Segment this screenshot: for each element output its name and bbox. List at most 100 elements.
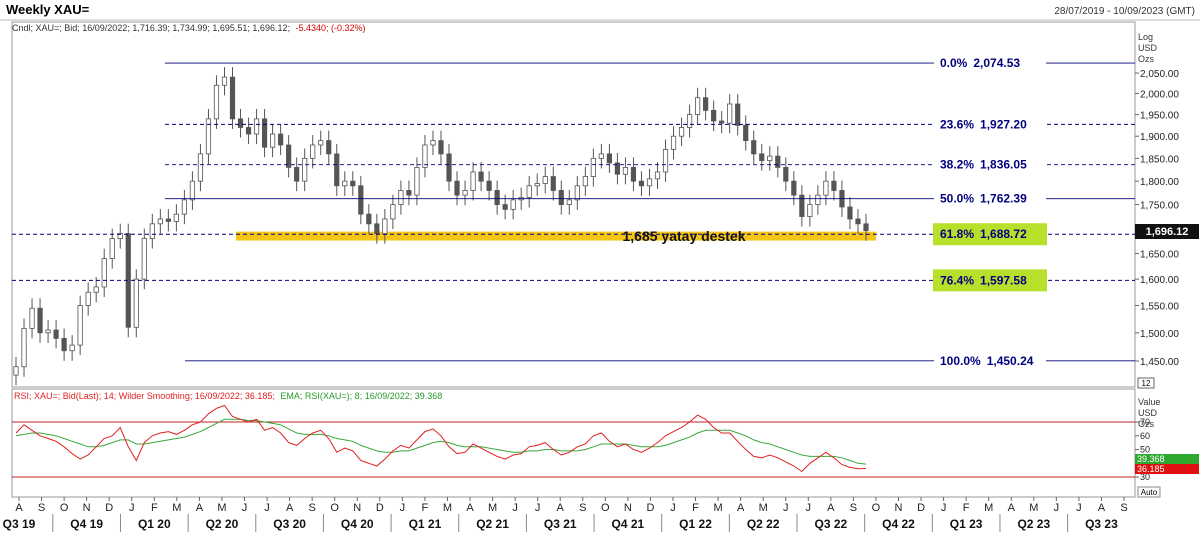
price-tick-label: 1,850.00 [1140,154,1179,165]
month-label: A [1008,502,1016,514]
candle-body [61,337,67,352]
candle-body [606,153,612,164]
price-tick-label: 1,750.00 [1140,201,1179,212]
candle-body [197,153,204,182]
candle-body [566,199,572,205]
month-label: M [1029,502,1038,514]
quarter-label: Q2 23 [1017,517,1050,531]
month-label: F [692,502,699,514]
candle-body [486,180,492,191]
month-label: M [172,502,181,514]
quarter-label: Q3 21 [544,517,577,531]
fib-label-bg [934,55,1046,71]
price-legend: Cndl; XAU=; Bid; 16/09/2022; 1,716.39; 1… [12,23,366,33]
candle-body [294,167,300,182]
month-label: D [646,502,654,514]
candle-body [37,307,43,334]
month-label: A [466,502,474,514]
fib-label: 61.8% 1,688.72 [940,227,1027,241]
rsi-legend-text: RSI; XAU=; Bid(Last); 14; Wilder Smoothi… [14,391,275,401]
candle-body [390,204,396,220]
candle-body [510,199,516,210]
quarter-label: Q4 20 [341,517,374,531]
rsi-unit-value: Value [1138,397,1160,407]
price-tick-label: 2,000.00 [1140,90,1179,101]
candle-body [157,218,163,225]
auto-scale-button[interactable] [1137,486,1161,498]
candle-body [686,114,693,128]
candle-body [205,118,212,155]
price-tick-label: 2,050.00 [1140,69,1179,80]
fib-value: 2,074.53 [973,56,1020,70]
rsi-value-label: 36.185 [1137,464,1165,474]
candle-body [229,76,236,120]
quarter-label: Q1 20 [138,517,171,531]
candle-body [302,157,308,182]
last-price-label: 1,696.12 [1146,226,1189,238]
rsi-unit-ozs: Ozs [1138,419,1155,429]
fib-pct: 0.0% [940,56,968,70]
month-label: J [806,502,812,514]
candle-body [446,153,452,182]
month-label: D [105,502,113,514]
price-tick-label: 1,500.00 [1140,329,1179,340]
fib-pct: 76.4% [940,273,974,287]
quarter-label: Q3 23 [1085,517,1118,531]
quarter-label: Q3 22 [814,517,847,531]
candle-body [45,329,51,334]
candle-body [550,176,556,191]
candle-body [253,118,260,135]
candle-body [831,180,837,191]
candle-body [478,171,484,182]
candle-body [278,133,284,146]
month-label: N [83,502,91,514]
candle-body [719,120,725,124]
rsi-tick-label: 30 [1140,472,1150,482]
quarter-label: Q2 22 [747,517,780,531]
candle-body [703,97,709,111]
fib-pct: 61.8% [940,227,974,241]
candle-body [815,194,821,205]
candle-body [29,307,35,329]
candle-body [855,218,861,225]
candle-body [775,155,781,168]
month-label: D [917,502,925,514]
candle-body [374,223,380,235]
rsi-legend: RSI; XAU=; Bid(Last); 14; Wilder Smoothi… [14,391,442,401]
quarter-label: Q1 22 [679,517,712,531]
month-label: M [488,502,497,514]
month-label: F [963,502,970,514]
month-label: J [535,502,541,514]
candle-body [406,190,412,196]
last-price-tag [1135,224,1199,239]
scale-box[interactable] [1137,377,1155,389]
candle-body [350,180,356,187]
month-label: S [1120,502,1127,514]
price-tick-label: 1,900.00 [1140,132,1179,143]
month-label: S [850,502,857,514]
candle-body [847,206,853,220]
quarter-label: Q3 20 [273,517,306,531]
price-change: -5.4340; (-0.32%) [295,23,365,33]
candle-body [783,167,789,182]
month-label: A [737,502,745,514]
candle-body [646,178,653,187]
month-label: J [264,502,270,514]
fib-label: 76.4% 1,597.58 [940,273,1027,287]
price-tick-label: 1,650.00 [1140,250,1179,261]
month-label: J [1054,502,1060,514]
quarter-label: Q4 21 [612,517,645,531]
quarter-label: Q3 19 [3,517,36,531]
auto-scale-label: Auto [1141,488,1158,497]
chart-title: Weekly XAU= [6,2,90,17]
quarter-label: Q4 19 [70,517,103,531]
candle-body [735,103,741,126]
fib-label: 38.2% 1,836.05 [940,158,1027,172]
candle-body [598,153,604,159]
candle-body [622,167,629,175]
candle-body [13,366,19,376]
candle-body [662,149,669,173]
candle-body [382,218,388,235]
candle-body [117,233,123,239]
